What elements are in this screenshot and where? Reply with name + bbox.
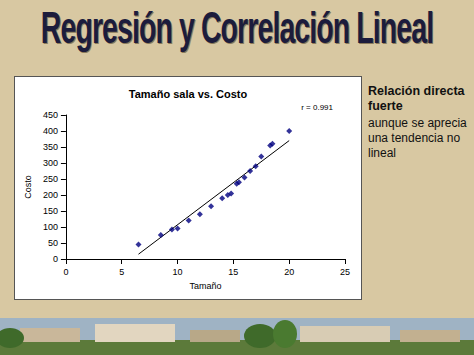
svg-text:350: 350 bbox=[43, 142, 58, 152]
html-text:Relación directa fuerte: Relación directa fuerte bbox=[368, 84, 465, 113]
svg-text:Tamaño sala vs. Costo: Tamaño sala vs. Costo bbox=[129, 88, 248, 100]
svg-text:250: 250 bbox=[43, 174, 58, 184]
svg-text:50: 50 bbox=[48, 238, 58, 248]
svg-text:200: 200 bbox=[43, 190, 58, 200]
svg-text:10: 10 bbox=[173, 267, 183, 277]
svg-text:Costo: Costo bbox=[23, 175, 33, 199]
html-text:aunque se aprecia una tendenci: aunque se aprecia una tendencia no linea… bbox=[368, 116, 467, 160]
svg-text:15: 15 bbox=[228, 267, 238, 277]
svg-text:5: 5 bbox=[119, 267, 124, 277]
svg-text:Tamaño: Tamaño bbox=[189, 281, 221, 291]
svg-text:r = 0.991: r = 0.991 bbox=[301, 103, 333, 112]
html-text:Regresión y Correlación Lineal: Regresión y Correlación Lineal bbox=[40, 2, 434, 53]
svg-text:20: 20 bbox=[284, 267, 294, 277]
svg-text:300: 300 bbox=[43, 158, 58, 168]
svg-text:0: 0 bbox=[63, 267, 68, 277]
svg-text:25: 25 bbox=[340, 267, 350, 277]
svg-text:0: 0 bbox=[53, 254, 58, 264]
svg-text:150: 150 bbox=[43, 206, 58, 216]
svg-text:100: 100 bbox=[43, 222, 58, 232]
svg-text:400: 400 bbox=[43, 126, 58, 136]
svg-text:450: 450 bbox=[43, 110, 58, 120]
